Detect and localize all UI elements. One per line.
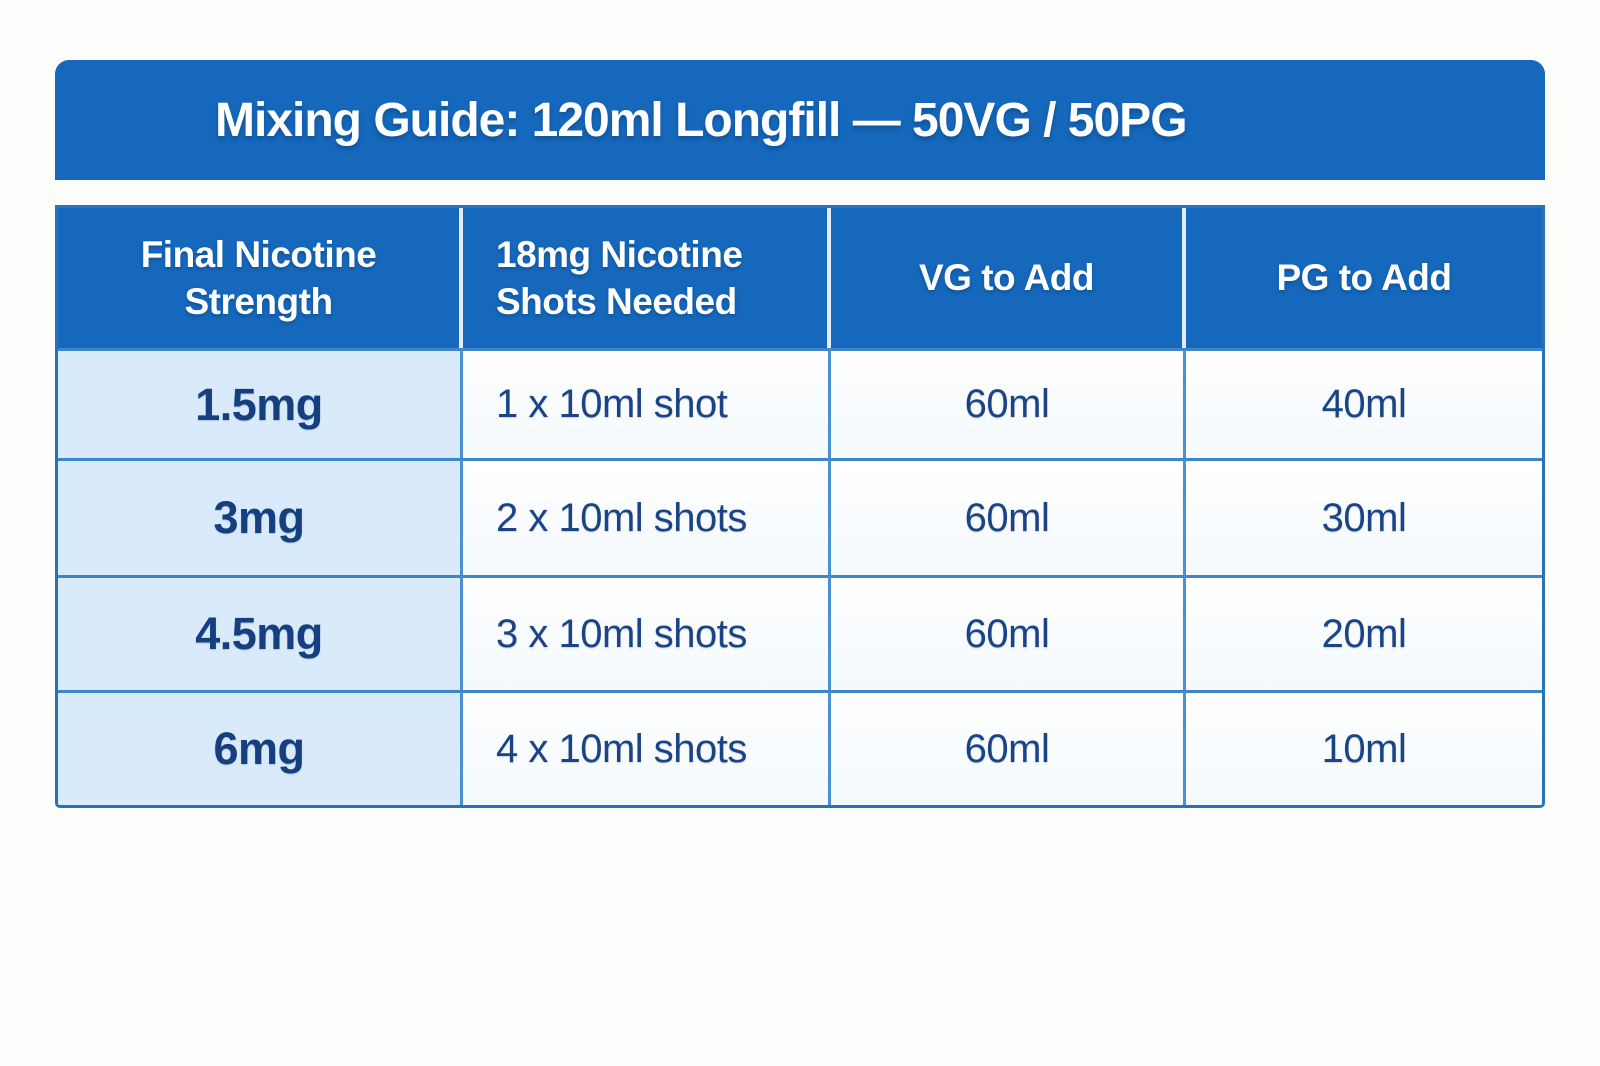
header-line: 18mg Nicotine xyxy=(496,233,743,275)
cell-pg-row3: 20ml xyxy=(1186,575,1542,690)
cell-shots-row2: 2 x 10ml shots xyxy=(463,458,831,575)
header-line: PG to Add xyxy=(1276,257,1453,299)
header-vg-to-add: VG to Add xyxy=(831,208,1186,348)
header-line: Strength xyxy=(184,281,333,322)
header-line: Shots Needed xyxy=(496,281,737,322)
header-text: 18mg Nicotine Shots Needed xyxy=(496,231,743,326)
header-final-nicotine-strength: Final Nicotine Strength xyxy=(58,208,463,348)
cell-vg-row1: 60ml xyxy=(831,348,1186,458)
header-pg-to-add: PG to Add xyxy=(1186,208,1542,348)
mixing-guide-table: Final Nicotine Strength 18mg Nicotine Sh… xyxy=(55,205,1545,808)
cell-pg-row2: 30ml xyxy=(1186,458,1542,575)
cell-shots-row3: 3 x 10ml shots xyxy=(463,575,831,690)
header-line: VG to Add xyxy=(919,257,1095,299)
header-nicotine-shots-needed: 18mg Nicotine Shots Needed xyxy=(463,208,831,348)
header-text: PG to Add xyxy=(1276,254,1453,301)
cell-vg-row3: 60ml xyxy=(831,575,1186,690)
header-line: Final Nicotine xyxy=(140,233,377,275)
title-bar: Mixing Guide: 120ml Longfill — 50VG / 50… xyxy=(55,60,1545,180)
cell-pg-row1: 40ml xyxy=(1186,348,1542,458)
cell-shots-row4: 4 x 10ml shots xyxy=(463,690,831,805)
cell-shots-row1: 1 x 10ml shot xyxy=(463,348,831,458)
cell-pg-row4: 10ml xyxy=(1186,690,1542,805)
cell-vg-row2: 60ml xyxy=(831,458,1186,575)
cell-strength-row4: 6mg xyxy=(58,690,463,805)
header-text: VG to Add xyxy=(919,254,1095,301)
cell-strength-row1: 1.5mg xyxy=(58,348,463,458)
page-title: Mixing Guide: 120ml Longfill — 50VG / 50… xyxy=(215,93,1188,147)
header-text: Final Nicotine Strength xyxy=(141,231,377,326)
cell-strength-row3: 4.5mg xyxy=(58,575,463,690)
cell-vg-row4: 60ml xyxy=(831,690,1186,805)
cell-strength-row2: 3mg xyxy=(58,458,463,575)
